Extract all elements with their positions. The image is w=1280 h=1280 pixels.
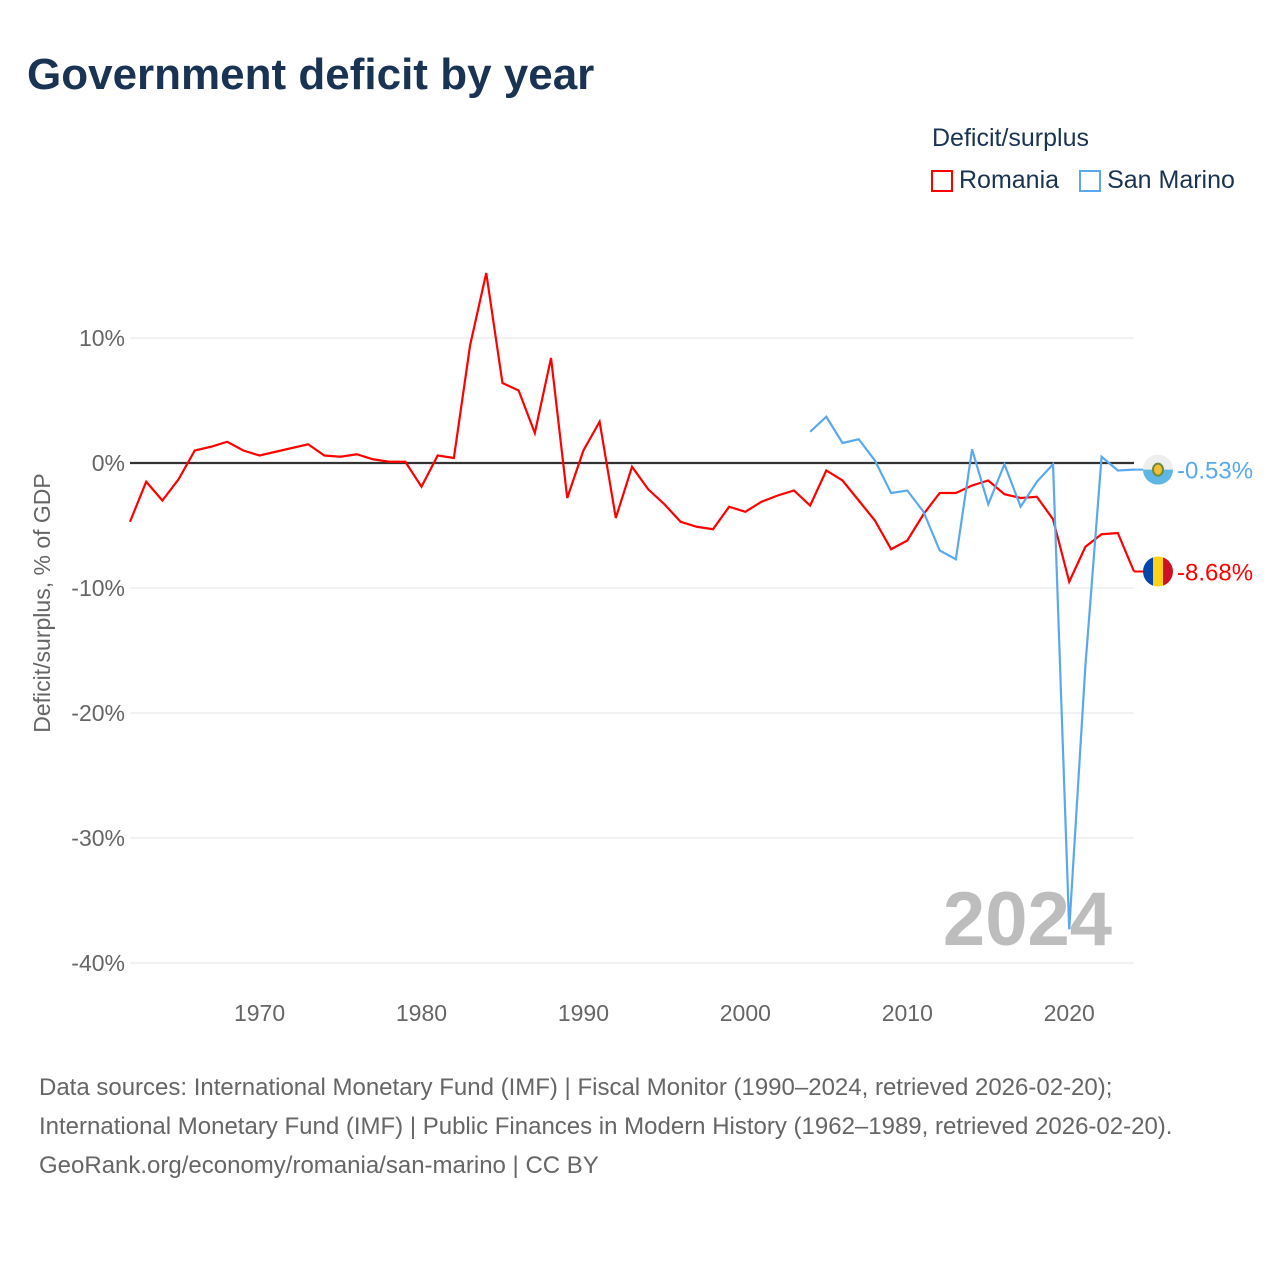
y-tick-label: 0% (92, 450, 125, 476)
san-marino-flag-icon (1143, 454, 1173, 485)
legend: Romania San Marino (931, 166, 1235, 195)
legend-item-romania[interactable]: Romania (931, 166, 1059, 195)
y-tick-label: -30% (71, 825, 125, 851)
series-line-romania (128, 272, 1136, 586)
footer: Data sources: International Monetary Fun… (39, 1068, 1239, 1185)
y-tick-label: 10% (79, 325, 125, 351)
year-watermark: 2024 (943, 877, 1112, 962)
y-axis-label: Deficit/surplus, % of GDP (29, 473, 55, 732)
y-tick-label: -20% (71, 700, 125, 726)
credit-link[interactable]: GeoRank.org/economy/romania/san-marino |… (39, 1152, 599, 1179)
legend-label-san-marino: San Marino (1107, 166, 1235, 194)
data-sources: Data sources: International Monetary Fun… (39, 1074, 1173, 1140)
legend-swatch-romania (931, 169, 953, 192)
romania-flag-icon (1143, 556, 1173, 587)
x-tick-label: 1980 (396, 1000, 447, 1026)
x-tick-label: 1970 (234, 1000, 285, 1026)
y-tick-label: -10% (71, 575, 125, 601)
legend-label-romania: Romania (959, 166, 1060, 194)
x-tick-label: 1990 (558, 1000, 609, 1026)
legend-item-san-marino[interactable]: San Marino (1079, 166, 1235, 195)
legend-title: Deficit/surplus (932, 124, 1089, 152)
end-value-label: -0.53% (1177, 458, 1253, 485)
x-tick-label: 2010 (882, 1000, 933, 1026)
chart-title: Government deficit by year (27, 50, 595, 99)
legend-swatch-san-marino (1079, 169, 1102, 192)
line-chart: 10% 0% -10% -20% -30% -40% 1970 1980 1990 2000 201… (29, 272, 1253, 1026)
x-tick-label: 2020 (1044, 1000, 1095, 1026)
end-value-label: -8.68% (1177, 560, 1253, 587)
x-tick-label: 2000 (720, 1000, 771, 1026)
y-tick-label: -40% (71, 950, 125, 976)
series-line-san-marino (809, 415, 1135, 930)
